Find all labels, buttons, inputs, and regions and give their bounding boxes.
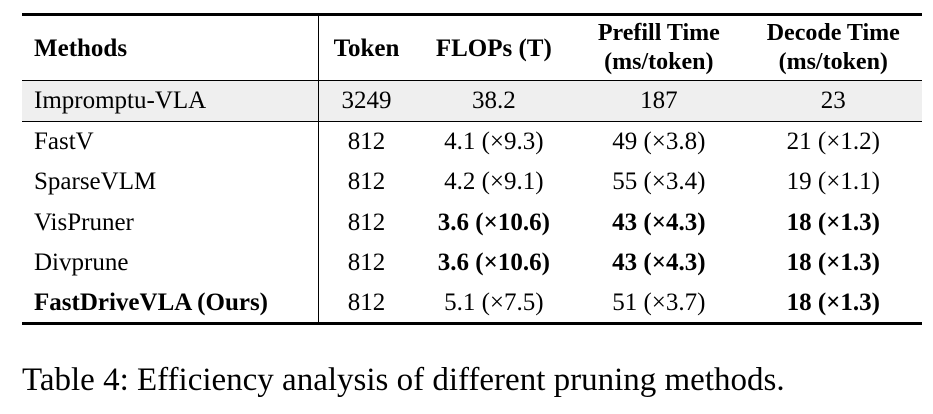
cell-token: 812 [318,283,415,325]
table-row-baseline: Impromptu-VLA 3249 38.2 187 23 [22,80,922,122]
cell-token: 812 [347,249,386,277]
table-caption: Table 4: Efficiency analysis of differen… [22,362,785,398]
table-row: Divprune 812 3.6 (×10.6) 43 (×4.3) 18 (×… [22,242,922,283]
cell-decode-best: 18 (×1.3) [744,283,922,325]
cell-decode: 19 (×1.1) [786,168,880,196]
efficiency-table: Methods Token FLOPs (T) Prefill Time (ms… [22,13,922,325]
cell-decode: 21 (×1.2) [786,128,880,155]
cell-method: FastV [22,121,319,162]
cell-flops: 38.2 [414,80,574,122]
cell-method: VisPruner [22,202,319,243]
table-header-row: Methods Token FLOPs (T) Prefill Time (ms… [22,13,922,81]
table-row: FastV 812 4.1 (×9.3) 49 (×3.8) 21 (×1.2) [22,121,922,162]
header-flops: FLOPs (T) [414,13,574,81]
cell-flops: 4.2 (×9.1) [444,168,544,196]
table-row: SparseVLM 812 4.2 (×9.1) 55 (×3.4) 19 (×… [22,161,922,202]
cell-method: Impromptu-VLA [22,80,319,122]
cell-flops-best: 3.6 (×10.6) [437,249,550,277]
cell-decode: 23 [744,80,922,122]
header-decode-line1: Decode Time [766,20,900,46]
cell-decode-best: 18 (×1.3) [786,208,880,236]
cell-token: 812 [347,128,386,155]
cell-prefill: 51 (×3.7) [573,283,745,325]
cell-prefill-best: 43 (×4.3) [612,249,706,277]
header-prefill-line1: Prefill Time [597,20,720,46]
cell-prefill: 187 [573,80,745,122]
efficiency-table-container: Methods Token FLOPs (T) Prefill Time (ms… [22,13,922,325]
header-prefill-time: Prefill Time (ms/token) [573,13,745,81]
header-decode-line2: (ms/token) [778,49,888,75]
table-row: VisPruner 812 3.6 (×10.6) 43 (×4.3) 18 (… [22,202,922,243]
cell-token: 812 [347,208,386,236]
cell-flops: 5.1 (×7.5) [414,283,574,325]
header-methods: Methods [22,13,319,81]
cell-token: 3249 [318,80,415,122]
cell-flops: 4.1 (×9.3) [444,128,544,155]
cell-prefill-best: 43 (×4.3) [612,208,706,236]
cell-decode-best: 18 (×1.3) [786,249,880,277]
table-row-ours: FastDriveVLA (Ours) 812 5.1 (×7.5) 51 (×… [22,283,922,325]
cell-method: SparseVLM [22,161,319,202]
header-decode-time: Decode Time (ms/token) [744,13,922,81]
cell-prefill: 49 (×3.8) [612,128,706,155]
cell-method-ours: FastDriveVLA (Ours) [22,283,319,325]
cell-prefill: 55 (×3.4) [612,168,706,196]
cell-token: 812 [347,168,386,196]
header-token: Token [318,13,415,81]
header-prefill-line2: (ms/token) [604,49,714,75]
cell-flops-best: 3.6 (×10.6) [437,208,550,236]
cell-method: Divprune [22,242,319,283]
